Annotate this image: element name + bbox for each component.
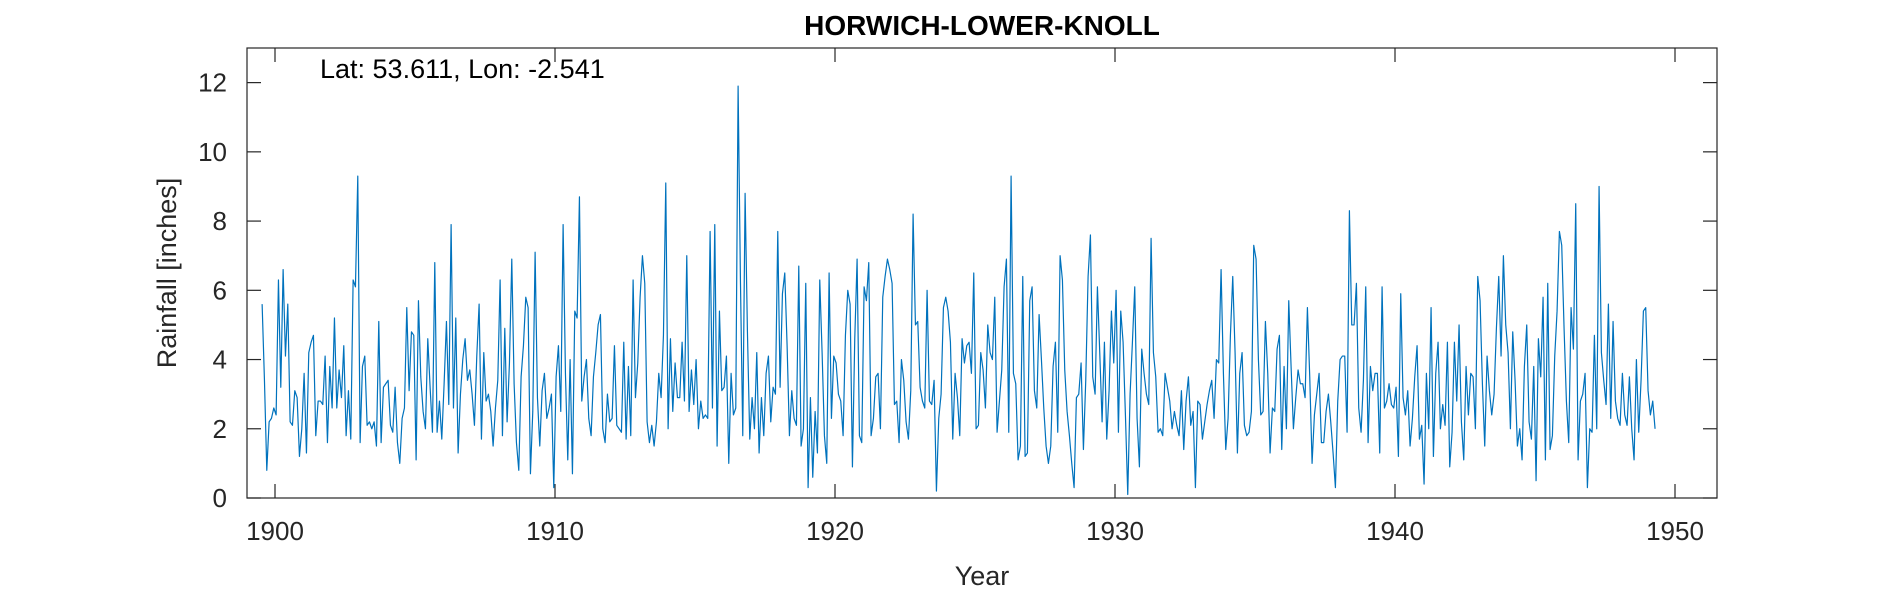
x-tick-label: 1930	[1086, 516, 1144, 546]
y-tick-label: 8	[213, 206, 227, 236]
x-tick-label: 1900	[246, 516, 304, 546]
y-tick-label: 4	[213, 345, 227, 375]
x-ticks: 1900 1910 1920 1930 1940 1950	[246, 48, 1704, 546]
x-tick-label: 1950	[1646, 516, 1704, 546]
y-tick-label: 6	[213, 275, 227, 305]
rainfall-series-line	[261, 85, 1656, 496]
chart-title: HORWICH-LOWER-KNOLL	[804, 10, 1160, 41]
axes-box	[246, 47, 1718, 499]
plot-area	[246, 47, 1718, 499]
y-tick-label: 0	[213, 483, 227, 513]
location-annotation: Lat: 53.611, Lon: -2.541	[320, 54, 605, 84]
y-tick-label: 2	[213, 414, 227, 444]
y-tick-label: 10	[198, 137, 227, 167]
y-axis-label: Rainfall [inches]	[152, 178, 182, 369]
y-ticks: 0 2 4 6 8 10 12	[198, 68, 1717, 513]
y-tick-label: 12	[198, 68, 227, 98]
x-axis-label: Year	[955, 561, 1010, 591]
x-tick-label: 1920	[806, 516, 864, 546]
x-tick-label: 1910	[526, 516, 584, 546]
series-group	[261, 85, 1656, 496]
x-tick-label: 1940	[1366, 516, 1424, 546]
